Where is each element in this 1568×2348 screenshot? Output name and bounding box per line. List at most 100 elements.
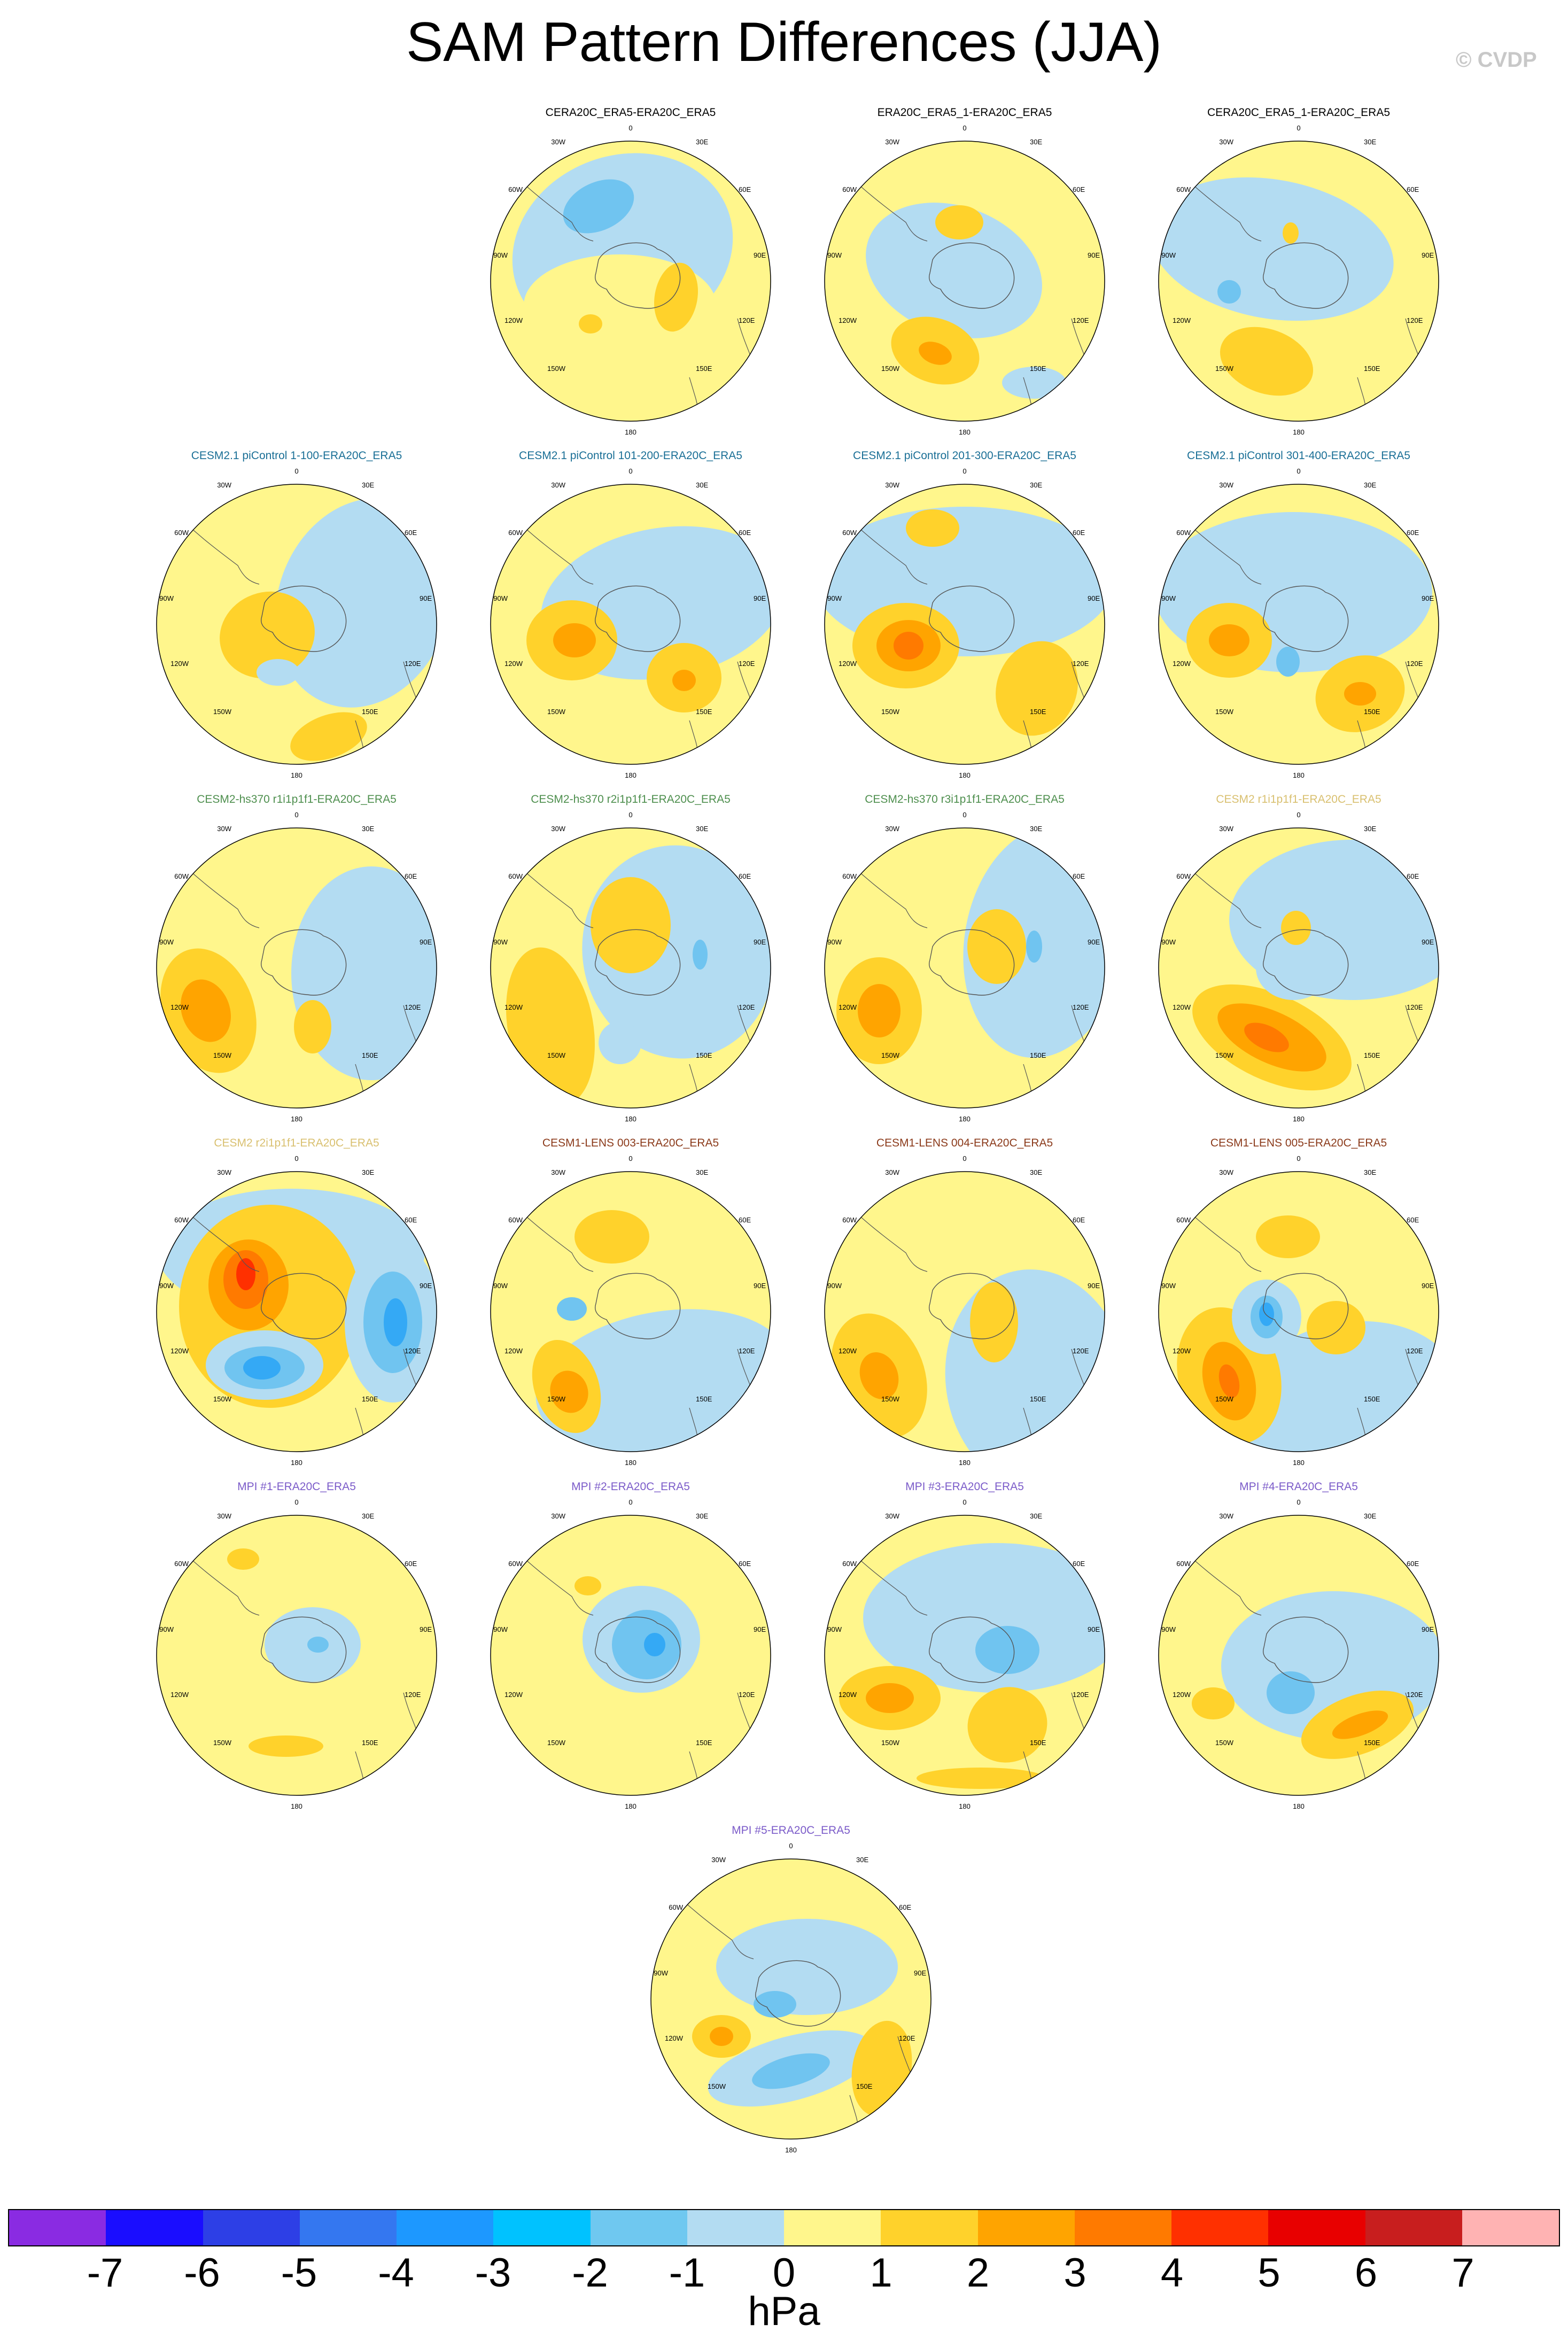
pressure-anomaly-contour	[917, 1768, 1045, 1789]
pressure-anomaly-contour	[894, 632, 923, 660]
pressure-anomaly-contour	[967, 1687, 1047, 1763]
antarctica-coastline	[929, 1616, 1015, 1683]
map-panel: CESM2.1 piControl 301-400-ERA20C_ERA5 0 30…	[1141, 449, 1456, 791]
longitude-label: 90E	[1088, 1282, 1100, 1290]
pressure-anomaly-contour	[1256, 936, 1331, 1000]
panel-title: MPI #3-ERA20C_ERA5	[905, 1481, 1024, 1493]
longitude-label: 60W	[508, 872, 523, 880]
longitude-label: 90E	[420, 938, 432, 946]
longitude-label: 60E	[1073, 185, 1085, 193]
pressure-anomaly-contour	[752, 2053, 830, 2089]
longitude-label: 120E	[1073, 1691, 1089, 1699]
colorbar-tick-label: -2	[572, 2250, 608, 2296]
antarctica-coastline	[929, 929, 1015, 996]
polar-stereographic-map: 0 30E 60E 90E 120E 150E 180 150W 120W 90W 60W 30W	[1158, 124, 1439, 436]
longitude-label: 180	[625, 428, 636, 436]
colorbar-tick-label: 2	[966, 2250, 990, 2296]
map-panel: MPI #5-ERA20C_ERA5 0 30E 60E 90E 120E 150E 180 1…	[633, 1824, 949, 2166]
longitude-label: 120E	[1073, 660, 1089, 668]
longitude-label: 90W	[493, 594, 508, 602]
polar-stereographic-map: 0 30E 60E 90E 120E 150E 180 150W 120W 90W 60W 30W	[156, 1154, 437, 1467]
longitude-label: 120E	[1407, 1691, 1423, 1699]
longitude-label: 60E	[899, 1903, 911, 1911]
longitude-label: 180	[1293, 1802, 1305, 1810]
longitude-label: 150E	[362, 1051, 378, 1059]
longitude-label: 120W	[839, 1003, 857, 1011]
longitude-label: 180	[625, 1459, 636, 1467]
colorbar-tick-label: 4	[1160, 2250, 1184, 2296]
longitude-label: 60W	[842, 529, 857, 537]
longitude-label: 60W	[174, 872, 189, 880]
antarctica-coastline	[595, 1616, 681, 1683]
colorbar-swatch	[1462, 2210, 1559, 2245]
pressure-anomaly-contour	[1281, 911, 1311, 945]
pressure-anomaly-contour	[1267, 1671, 1315, 1714]
map-panel: MPI #1-ERA20C_ERA5 0 30E 60E 90E 120E 150E 180 1…	[139, 1480, 454, 1822]
longitude-label: 90W	[1161, 1625, 1176, 1633]
longitude-label: 150W	[213, 1739, 232, 1747]
colorbar-swatch	[1074, 2210, 1171, 2245]
colorbar-swatch	[1171, 2210, 1269, 2245]
longitude-label: 180	[291, 1459, 302, 1467]
longitude-label: 150W	[1215, 1051, 1234, 1059]
pressure-anomaly-contour	[1218, 1364, 1240, 1398]
longitude-label: 150E	[1030, 708, 1046, 716]
longitude-label: 30W	[711, 1856, 726, 1864]
longitude-label: 90E	[1422, 594, 1434, 602]
longitude-label: 60W	[508, 1216, 523, 1224]
map-panel: CESM1-LENS 003-ERA20C_ERA5 0 30E 60E 90E 120E…	[473, 1136, 788, 1478]
longitude-label: 120E	[739, 1691, 755, 1699]
longitude-label: 150E	[1030, 1395, 1046, 1403]
panel-title: CESM2.1 piControl 201-300-ERA20C_ERA5	[853, 450, 1076, 462]
longitude-label: 120W	[170, 1691, 189, 1699]
longitude-label: 150W	[547, 1051, 566, 1059]
longitude-label: 0	[962, 1154, 966, 1163]
longitude-label: 90W	[1161, 1282, 1176, 1290]
map-panel: CERA20C_ERA5_1-ERA20C_ERA5 0 30E 60E 90E 120E…	[1141, 106, 1456, 448]
colorbar-tick-label: -7	[87, 2250, 123, 2296]
pressure-anomaly-contour	[257, 659, 299, 686]
longitude-label: 120W	[504, 1691, 523, 1699]
panel-title: CERA20C_ERA5-ERA20C_ERA5	[545, 106, 716, 119]
longitude-label: 120E	[1407, 1347, 1423, 1355]
longitude-label: 120W	[1173, 316, 1191, 324]
map-panel: CESM1-LENS 004-ERA20C_ERA5 0 30E 60E 90E 120E…	[807, 1136, 1122, 1478]
antarctica-coastline	[929, 585, 1015, 652]
map-panel: CERA20C_ERA5-ERA20C_ERA5 0 30E 60E 90E 120E 15…	[473, 106, 788, 448]
longitude-label: 120E	[739, 316, 755, 324]
longitude-label: 0	[1297, 124, 1300, 132]
longitude-label: 90W	[654, 1969, 668, 1977]
longitude-label: 0	[294, 1498, 298, 1506]
pressure-anomaly-contour	[967, 909, 1026, 984]
longitude-label: 120W	[1173, 1003, 1191, 1011]
longitude-label: 90W	[827, 1625, 842, 1633]
longitude-label: 90W	[1161, 938, 1176, 946]
longitude-label: 30W	[217, 481, 231, 489]
longitude-label: 90E	[754, 594, 766, 602]
pressure-anomaly-contour	[236, 1258, 255, 1290]
colorbar-swatch	[1268, 2210, 1365, 2245]
map-panel: CESM2.1 piControl 201-300-ERA20C_ERA5 0 30…	[807, 449, 1122, 791]
pressure-anomaly-contour	[996, 641, 1078, 736]
colorbar-swatch	[9, 2210, 106, 2245]
longitude-label: 120E	[1073, 1003, 1089, 1011]
colorbar-tick-label: -3	[475, 2250, 511, 2296]
pressure-anomaly-contour	[591, 877, 671, 973]
polar-stereographic-map: 0 30E 60E 90E 120E 150E 180 150W 120W 90W 60W 30W	[1158, 467, 1439, 779]
longitude-label: 30W	[1219, 138, 1233, 146]
longitude-label: 30E	[1364, 1512, 1376, 1520]
colorbar-swatch	[590, 2210, 687, 2245]
polar-stereographic-map: 0 30E 60E 90E 120E 150E 180 150W 120W 90W 60W 30W	[824, 811, 1105, 1123]
panel-title: CESM1-LENS 004-ERA20C_ERA5	[876, 1137, 1053, 1149]
longitude-label: 60W	[1176, 1216, 1191, 1224]
longitude-label: 60E	[1407, 185, 1419, 193]
longitude-label: 120E	[739, 1347, 755, 1355]
colorbar-swatch	[1365, 2210, 1462, 2245]
longitude-label: 60W	[1176, 185, 1191, 193]
longitude-label: 60W	[508, 529, 523, 537]
longitude-label: 30E	[362, 481, 374, 489]
longitude-label: 90W	[493, 1625, 508, 1633]
longitude-label: 30E	[1364, 1168, 1376, 1176]
longitude-label: 60W	[669, 1903, 683, 1911]
longitude-label: 150E	[696, 708, 712, 716]
